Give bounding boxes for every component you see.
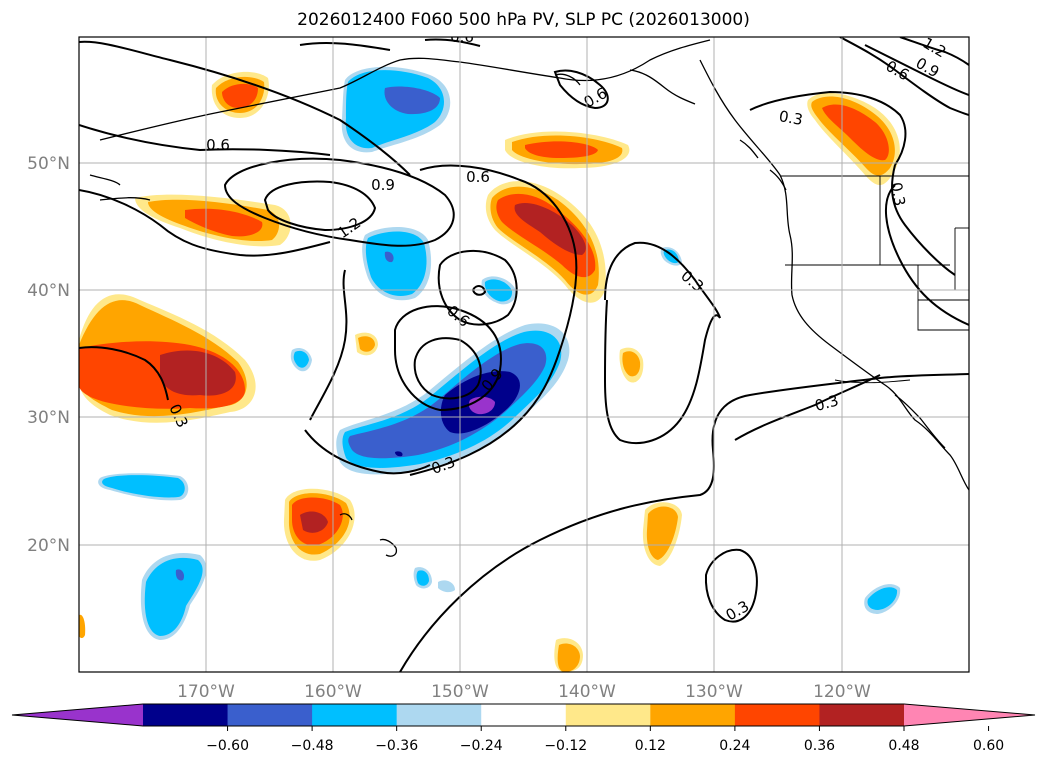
lat-tick-label: 40°N — [27, 281, 70, 301]
colorbar-segment — [396, 704, 482, 726]
colorbar-segment — [734, 704, 820, 726]
lat-tick-label: 50°N — [27, 154, 70, 174]
colorbar-segment — [565, 704, 651, 726]
colorbar-outline — [11, 703, 1036, 727]
colorbar-tick-label: 0.60 — [973, 738, 1004, 754]
lat-tick-label: 20°N — [27, 536, 70, 556]
colorbar-segment — [819, 704, 905, 726]
lon-tick-label: 130°W — [685, 682, 743, 702]
colorbar-tick-label: 0.36 — [804, 738, 835, 754]
gridlines — [79, 37, 969, 672]
colorbar-tick-label: −0.36 — [375, 738, 418, 754]
lon-tick-label: 140°W — [558, 682, 616, 702]
lon-tick-label: 150°W — [431, 682, 489, 702]
colorbar-tick-label: 0.48 — [888, 738, 919, 754]
contour-label: 0.6 — [466, 168, 490, 186]
lon-tick-label: 170°W — [177, 682, 235, 702]
lon-tick-labels: 170°W 160°W 150°W 140°W 130°W 120°W — [177, 682, 871, 702]
map-frame — [78, 36, 970, 673]
colorbar-segment — [481, 704, 567, 726]
colorbar-tick-label: 0.24 — [719, 738, 750, 754]
colorbar-tick-label: −0.60 — [206, 738, 249, 754]
colorbar: −0.60 −0.48 −0.36 −0.24 −0.12 0.12 0.24 0.36 0.4… — [11, 703, 1036, 754]
colorbar-segment — [143, 704, 229, 726]
contour-label: 0.9 — [371, 176, 395, 194]
contour-label: 0.3 — [813, 391, 841, 415]
contour-label: 0.3 — [887, 181, 909, 208]
pv-positive-regions — [79, 71, 900, 672]
colorbar-extend-min — [12, 704, 143, 726]
colorbar-tick-label: −0.48 — [291, 738, 334, 754]
contour-label: 0.6 — [450, 28, 474, 46]
lat-tick-labels: 50°N 40°N 30°N 20°N — [27, 154, 70, 556]
colorbar-tick-label: 0.12 — [635, 738, 666, 754]
coastlines — [89, 39, 969, 557]
lon-tick-label: 160°W — [304, 682, 362, 702]
colorbar-segment — [227, 704, 313, 726]
borders — [780, 175, 969, 384]
colorbar-segment — [650, 704, 736, 726]
colorbar-extend-max — [904, 704, 1035, 726]
contour-label: 0.6 — [206, 136, 230, 154]
colorbar-segment — [312, 704, 398, 726]
lon-tick-label: 120°W — [813, 682, 871, 702]
colorbar-tick-label: −0.12 — [544, 738, 587, 754]
colorbar-tick-label: −0.24 — [460, 738, 503, 754]
contour-label: 0.3 — [778, 107, 805, 129]
chart-title: 2026012400 F060 500 hPa PV, SLP PC (2026… — [297, 10, 750, 30]
lat-tick-label: 30°N — [27, 408, 70, 428]
